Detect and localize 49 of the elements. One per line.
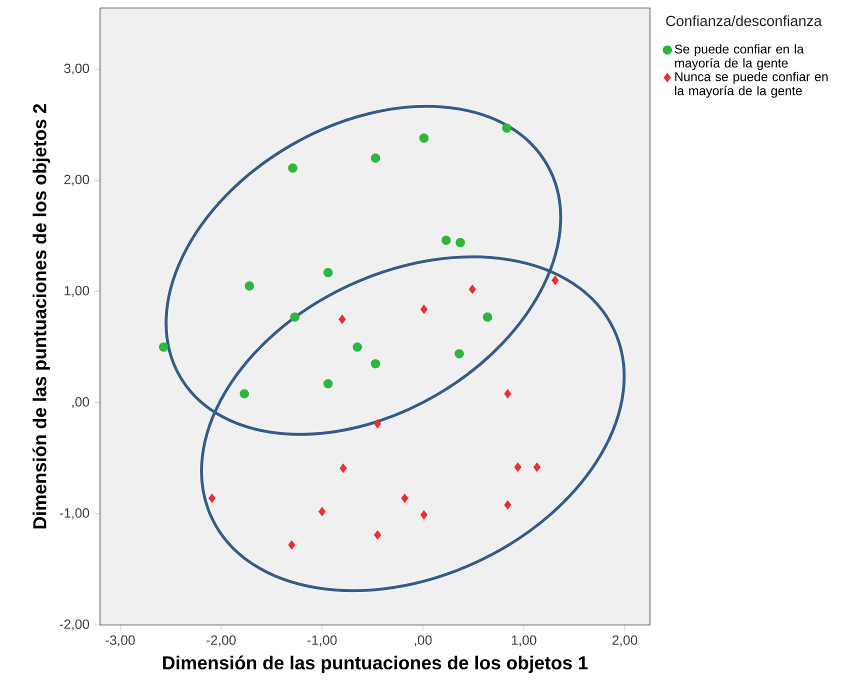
- point: [441, 236, 451, 246]
- point: [420, 510, 428, 520]
- point: [288, 540, 296, 550]
- point: [502, 123, 512, 133]
- point: [370, 359, 380, 368]
- y-axis-title: Dimensión de las puntuaciones de los objetos 2: [32, 104, 50, 528]
- point: [514, 462, 522, 472]
- point: [240, 389, 249, 398]
- point: [290, 312, 300, 322]
- point: [420, 304, 428, 314]
- point: [323, 379, 333, 388]
- x-tick-label: 1,00: [512, 635, 536, 646]
- point: [288, 163, 298, 173]
- point: [340, 464, 347, 473]
- point: [482, 312, 492, 322]
- point: [244, 281, 254, 291]
- y-tick-label: ,00: [72, 397, 90, 408]
- x-tick-label: -1,00: [307, 635, 337, 646]
- point: [468, 284, 476, 294]
- x-tick-label: -3,00: [106, 635, 135, 646]
- x-tick-label: 2,00: [612, 635, 638, 646]
- x-tick-label: ,00: [414, 635, 432, 646]
- point: [454, 349, 464, 358]
- y-tick-label: -1,00: [60, 508, 90, 520]
- point: [401, 494, 408, 503]
- point: [374, 530, 382, 540]
- point: [504, 500, 512, 510]
- point: [374, 419, 382, 428]
- point: [419, 133, 429, 143]
- point: [456, 238, 465, 248]
- x-axis-title: Dimensión de las puntuaciones de los objetos 1: [163, 656, 588, 674]
- legend-label: Se puede confiar en la mayoría de la gente: [674, 44, 804, 70]
- legend-label: Nunca se puede confiar en la mayoría de la gente: [675, 72, 828, 98]
- point: [533, 462, 541, 472]
- point: [504, 389, 512, 398]
- y-tick-label: 1,00: [64, 286, 90, 297]
- legend-title: Confianza/desconfianza: [666, 15, 822, 26]
- x-tick-label: -2,00: [206, 635, 236, 646]
- point: [318, 506, 326, 516]
- y-tick-label: 2,00: [64, 174, 90, 186]
- point: [323, 268, 333, 278]
- point: [352, 342, 362, 352]
- point: [338, 314, 346, 324]
- y-tick-label: -2,00: [60, 619, 90, 630]
- point: [208, 494, 216, 503]
- point: [158, 342, 168, 352]
- y-tick-label: 3,00: [64, 64, 90, 75]
- point: [552, 276, 559, 286]
- point: [370, 153, 380, 163]
